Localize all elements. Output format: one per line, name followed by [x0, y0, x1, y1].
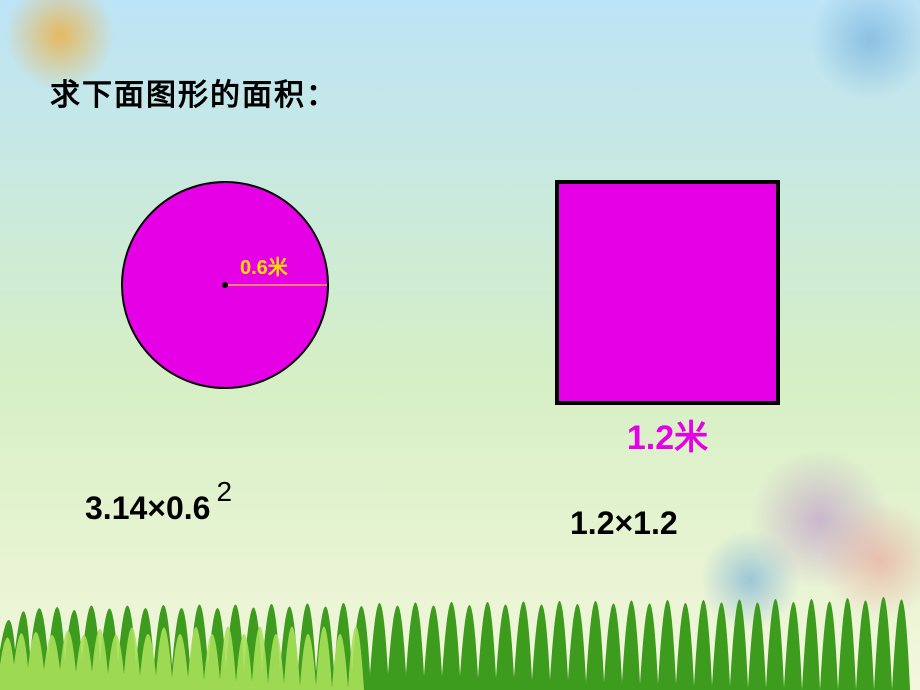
circle-area-formula: 3.14×0.62: [85, 490, 226, 527]
circle-shape-container: 0.6米: [120, 180, 330, 390]
square-shape-container: [555, 180, 780, 405]
page-title: 求下面图形的面积：: [50, 70, 338, 114]
square-shape: [555, 180, 780, 405]
formula-exponent: 2: [216, 476, 232, 507]
square-side-label: 1.2米: [555, 410, 780, 459]
circle-radius-label: 0.6米: [240, 256, 289, 279]
square-area-formula: 1.2×1.2: [570, 505, 678, 542]
circle-shape: 0.6米: [120, 180, 330, 390]
formula-base: 3.14×0.6: [85, 490, 210, 526]
